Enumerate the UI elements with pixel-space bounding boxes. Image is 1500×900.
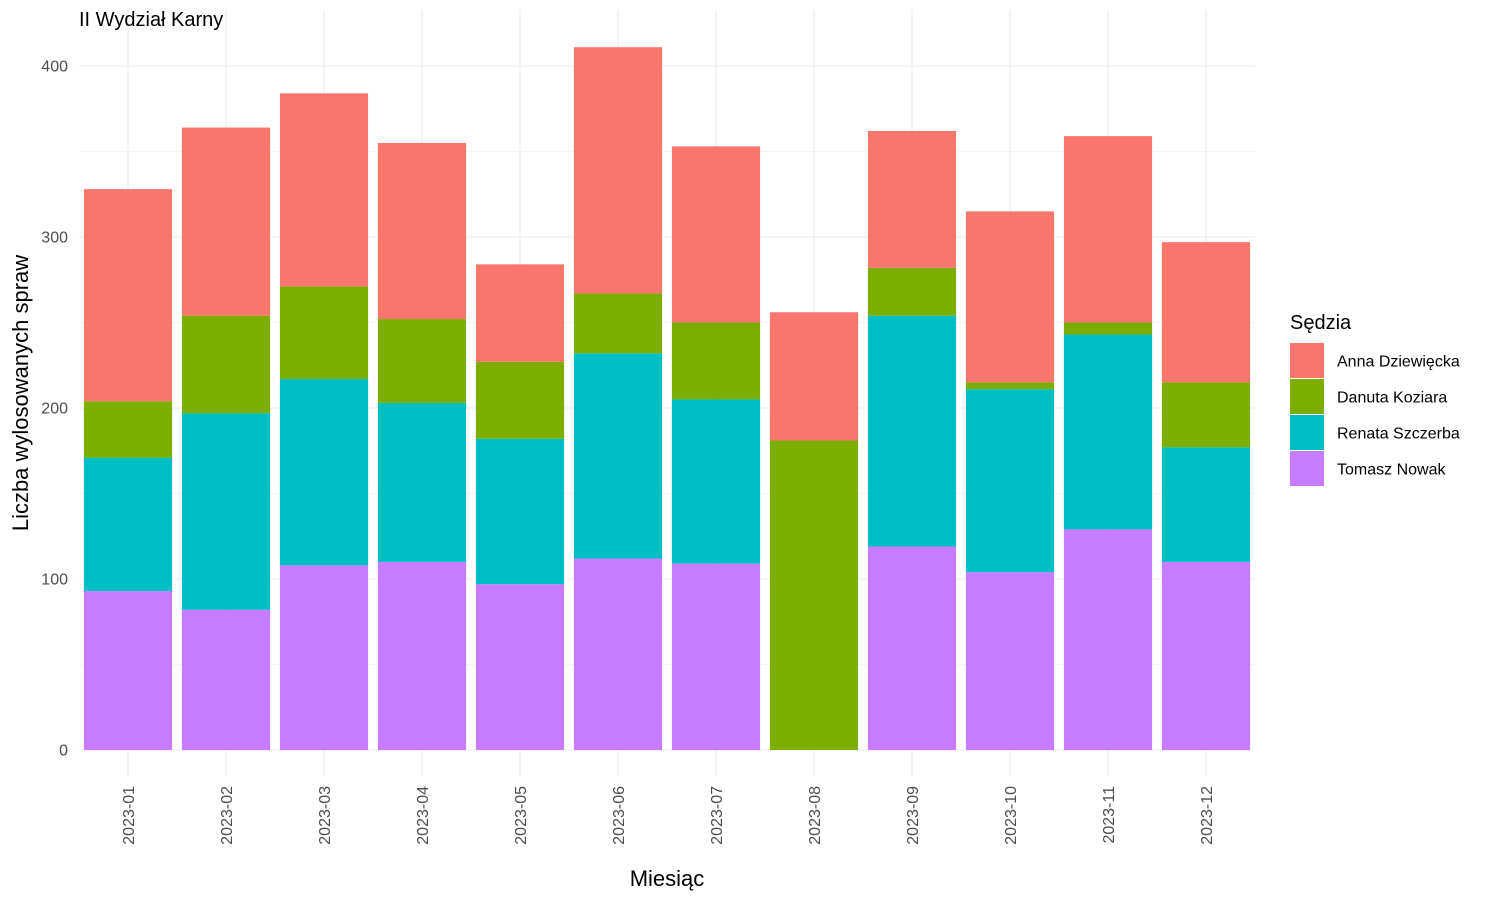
x-tick-label: 2023-05 [513, 786, 530, 845]
bar-anna-dziewiecka-2023-04 [377, 142, 467, 320]
bar-tomasz-nowak-2023-01 [83, 590, 173, 750]
bar-danuta-koziara-2023-09 [867, 267, 957, 316]
x-tick-label: 2023-11 [1101, 786, 1118, 844]
bar-renata-szczerba-2023-07 [671, 399, 761, 564]
bar-anna-dziewiecka-2023-05 [475, 264, 565, 362]
bar-renata-szczerba-2023-09 [867, 315, 957, 547]
bar-danuta-koziara-2023-10 [965, 382, 1055, 390]
legend-key-danuta-koziara [1290, 379, 1324, 414]
legend-key-anna-dziewiecka [1290, 343, 1324, 378]
bar-tomasz-nowak-2023-10 [965, 572, 1055, 750]
y-tick-label: 400 [41, 59, 68, 76]
bar-tomasz-nowak-2023-12 [1161, 561, 1251, 750]
bar-danuta-koziara-2023-07 [671, 322, 761, 400]
bar-anna-dziewiecka-2023-03 [279, 93, 369, 287]
bar-danuta-koziara-2023-05 [475, 361, 565, 439]
legend-title: Sędzia [1290, 312, 1352, 334]
x-axis-title: Miesiąc [630, 866, 705, 891]
bar-tomasz-nowak-2023-04 [377, 561, 467, 750]
bar-tomasz-nowak-2023-02 [181, 609, 271, 750]
bar-tomasz-nowak-2023-06 [573, 558, 663, 750]
legend-label-renata-szczerba: Renata Szczerba [1337, 426, 1460, 443]
bar-danuta-koziara-2023-03 [279, 286, 369, 379]
bar-renata-szczerba-2023-11 [1063, 334, 1153, 530]
plot-title: II Wydział Karny [79, 9, 223, 31]
legend-label-anna-dziewiecka: Anna Dziewięcka [1337, 354, 1460, 371]
y-axis: 0 100 200 300 400 [41, 59, 68, 760]
legend: Sędzia Anna Dziewięcka Danuta Koziara Rena… [1290, 312, 1460, 486]
bar-renata-szczerba-2023-10 [965, 389, 1055, 573]
x-tick-label: 2023-06 [611, 786, 628, 845]
bar-anna-dziewiecka-2023-11 [1063, 136, 1153, 323]
bar-danuta-koziara-2023-02 [181, 315, 271, 414]
x-tick-label: 2023-01 [121, 786, 138, 845]
bar-renata-szczerba-2023-01 [83, 457, 173, 591]
bar-danuta-koziara-2023-11 [1063, 322, 1153, 335]
legend-key-renata-szczerba [1290, 415, 1324, 450]
bar-anna-dziewiecka-2023-02 [181, 127, 271, 316]
bar-anna-dziewiecka-2023-07 [671, 146, 761, 323]
x-tick-label: 2023-12 [1199, 786, 1216, 845]
y-axis-title: Liczba wylosowanych spraw [8, 255, 33, 531]
bar-anna-dziewiecka-2023-08 [769, 312, 859, 441]
bar-anna-dziewiecka-2023-06 [573, 47, 663, 294]
bar-renata-szczerba-2023-02 [181, 413, 271, 610]
bar-renata-szczerba-2023-04 [377, 402, 467, 562]
bar-renata-szczerba-2023-12 [1161, 447, 1251, 562]
legend-label-tomasz-nowak: Tomasz Nowak [1337, 462, 1446, 479]
x-axis: 2023-01 2023-02 2023-03 2023-04 2023-05 2023-… [121, 786, 1216, 845]
x-tick-label: 2023-03 [317, 786, 334, 845]
x-tick-label: 2023-08 [807, 786, 824, 845]
bar-anna-dziewiecka-2023-12 [1161, 242, 1251, 383]
x-tick-label: 2023-10 [1003, 786, 1020, 845]
bar-renata-szczerba-2023-05 [475, 438, 565, 585]
bar-anna-dziewiecka-2023-10 [965, 211, 1055, 383]
x-tick-label: 2023-04 [415, 786, 432, 845]
bar-renata-szczerba-2023-06 [573, 353, 663, 559]
y-tick-label: 200 [41, 401, 68, 418]
bar-danuta-koziara-2023-04 [377, 319, 467, 403]
x-tick-label: 2023-09 [905, 786, 922, 845]
bar-danuta-koziara-2023-01 [83, 401, 173, 458]
bar-tomasz-nowak-2023-03 [279, 565, 369, 750]
y-tick-label: 0 [59, 743, 68, 760]
y-tick-label: 300 [41, 230, 68, 247]
legend-label-danuta-koziara: Danuta Koziara [1337, 390, 1447, 407]
bar-renata-szczerba-2023-03 [279, 378, 369, 566]
bar-tomasz-nowak-2023-07 [671, 563, 761, 750]
x-tick-label: 2023-07 [709, 786, 726, 845]
bar-anna-dziewiecka-2023-01 [83, 189, 173, 402]
bar-tomasz-nowak-2023-11 [1063, 529, 1153, 750]
y-tick-label: 100 [41, 572, 68, 589]
bar-danuta-koziara-2023-06 [573, 293, 663, 354]
bar-danuta-koziara-2023-08 [769, 440, 859, 750]
bars [83, 47, 1251, 750]
bar-danuta-koziara-2023-12 [1161, 382, 1251, 448]
bar-tomasz-nowak-2023-05 [475, 584, 565, 750]
bar-anna-dziewiecka-2023-09 [867, 130, 957, 268]
x-tick-label: 2023-02 [219, 786, 236, 845]
legend-key-tomasz-nowak [1290, 451, 1324, 486]
bar-tomasz-nowak-2023-09 [867, 546, 957, 750]
